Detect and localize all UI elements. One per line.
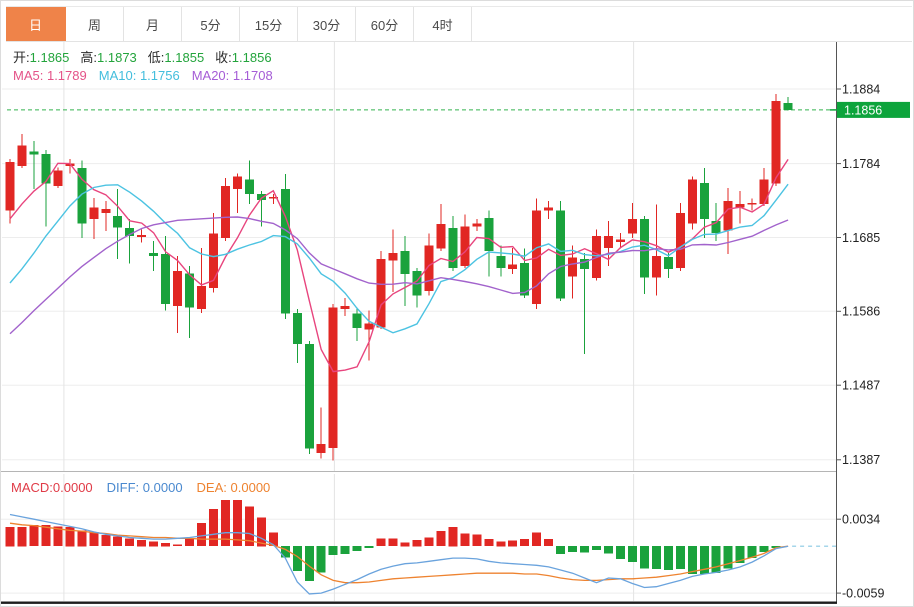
- period-toolbar: 日 周 月 5分 15分 30分 60分 4时: [6, 6, 912, 42]
- price-axis: 1.1884 1.1784 1.1685 1.1586 1.1487 1.1387 0.00…: [836, 42, 884, 603]
- axis-label: 1.1387: [842, 453, 880, 467]
- diff-line: [9, 513, 789, 595]
- tab-4hour[interactable]: 4时: [414, 7, 472, 41]
- tab-30min[interactable]: 30分: [298, 7, 356, 41]
- tab-15min[interactable]: 15分: [240, 7, 298, 41]
- ma5-line: [9, 159, 789, 373]
- axis-label: -0.0059: [842, 586, 884, 600]
- tab-60min[interactable]: 60分: [356, 7, 414, 41]
- ma10-legend: MA10: 1.1756: [98, 68, 180, 83]
- axis-label: 1.1784: [842, 157, 880, 171]
- tab-day[interactable]: 日: [6, 7, 66, 41]
- axis-label: 1.1487: [842, 379, 880, 393]
- low-label: 低:: [147, 50, 165, 65]
- axis-label: 1.1685: [842, 231, 880, 245]
- low-value: 1.1855: [164, 50, 205, 65]
- dea-legend: DEA: 0.0000: [196, 480, 271, 495]
- axis-label: 0.0034: [842, 513, 880, 527]
- svg-text:1.1856: 1.1856: [844, 103, 882, 117]
- dea-line: [9, 522, 789, 584]
- open-label: 开:: [13, 50, 30, 65]
- ma10-line: [9, 183, 789, 334]
- axis-label: 1.1884: [842, 82, 880, 96]
- ma20-legend: MA20: 1.1708: [191, 68, 273, 83]
- bottom-border-bar: [1, 601, 837, 604]
- close-value: 1.1856: [231, 50, 272, 65]
- open-value: 1.1865: [29, 50, 70, 65]
- macd-info-row: MACD:0.0000 DIFF: 0.0000 DEA: 0.0000: [11, 480, 270, 496]
- ma-info-row: MA5: 1.1789 MA10: 1.1756 MA20: 1.1708: [13, 68, 273, 84]
- main-gridlines: [1, 42, 836, 601]
- high-label: 高:: [80, 50, 98, 65]
- candles: [5, 94, 793, 461]
- macd-legend: MACD:0.0000: [11, 480, 93, 495]
- tab-month[interactable]: 月: [124, 7, 182, 41]
- ohlc-info-row: 开:1.1865 高:1.1873 低:1.1855 收:1.1856: [13, 50, 283, 66]
- tab-5min[interactable]: 5分: [182, 7, 240, 41]
- diff-legend: DIFF: 0.0000: [106, 480, 183, 495]
- ma5-legend: MA5: 1.1789: [13, 68, 87, 83]
- axis-label: 1.1586: [842, 305, 880, 319]
- close-label: 收:: [215, 50, 232, 65]
- ma20-line: [9, 216, 789, 335]
- high-value: 1.1873: [97, 50, 137, 65]
- macd-histogram: [5, 500, 781, 582]
- tab-week[interactable]: 周: [66, 7, 124, 41]
- current-price-badge: 1.1856: [830, 101, 910, 118]
